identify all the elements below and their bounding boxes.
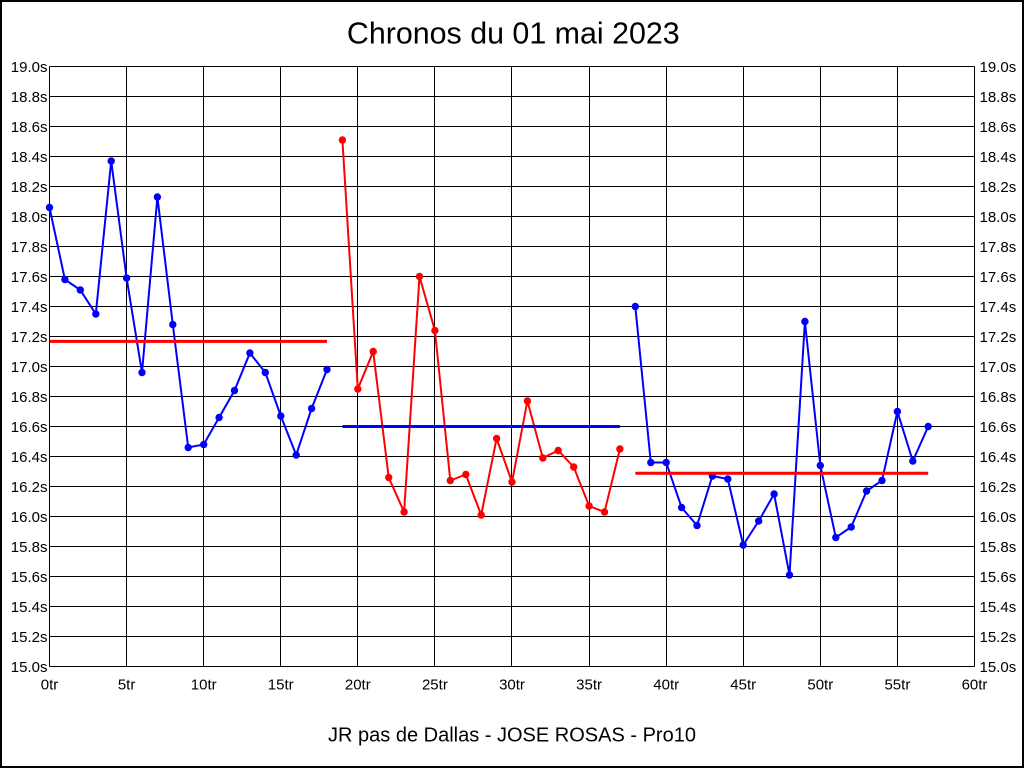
svg-text:17.8s: 17.8s: [11, 239, 48, 256]
svg-text:18.0s: 18.0s: [980, 209, 1017, 226]
svg-text:0tr: 0tr: [41, 677, 59, 694]
svg-text:20tr: 20tr: [345, 677, 371, 694]
svg-text:15.4s: 15.4s: [11, 599, 48, 616]
svg-text:10tr: 10tr: [191, 677, 217, 694]
svg-text:16.4s: 16.4s: [980, 449, 1017, 466]
svg-text:35tr: 35tr: [576, 677, 602, 694]
svg-text:16.2s: 16.2s: [980, 479, 1017, 496]
svg-text:25tr: 25tr: [422, 677, 448, 694]
svg-text:40tr: 40tr: [653, 677, 679, 694]
svg-text:16.8s: 16.8s: [11, 389, 48, 406]
svg-text:16.0s: 16.0s: [11, 509, 48, 526]
svg-text:15.0s: 15.0s: [11, 659, 48, 676]
svg-text:19.0s: 19.0s: [980, 59, 1017, 76]
svg-text:17.4s: 17.4s: [11, 299, 48, 316]
svg-text:15.8s: 15.8s: [11, 539, 48, 556]
svg-text:17.6s: 17.6s: [11, 269, 48, 286]
svg-text:16.4s: 16.4s: [11, 449, 48, 466]
svg-text:18.2s: 18.2s: [11, 179, 48, 196]
svg-text:17.0s: 17.0s: [980, 359, 1017, 376]
svg-text:15tr: 15tr: [268, 677, 294, 694]
svg-text:5tr: 5tr: [118, 677, 136, 694]
svg-text:15.4s: 15.4s: [980, 599, 1017, 616]
svg-text:18.0s: 18.0s: [11, 209, 48, 226]
svg-text:15.2s: 15.2s: [980, 629, 1017, 646]
svg-text:15.6s: 15.6s: [980, 569, 1017, 586]
svg-text:17.8s: 17.8s: [980, 239, 1017, 256]
svg-text:16.6s: 16.6s: [980, 419, 1017, 436]
svg-text:45tr: 45tr: [730, 677, 756, 694]
svg-text:17.2s: 17.2s: [980, 329, 1017, 346]
svg-text:18.6s: 18.6s: [11, 119, 48, 136]
svg-text:18.6s: 18.6s: [980, 119, 1017, 136]
svg-text:15.6s: 15.6s: [11, 569, 48, 586]
svg-text:55tr: 55tr: [884, 677, 910, 694]
svg-text:60tr: 60tr: [962, 677, 988, 694]
svg-text:18.4s: 18.4s: [11, 149, 48, 166]
svg-text:Chronos du 01 mai 2023: Chronos du 01 mai 2023: [347, 17, 680, 51]
svg-text:17.6s: 17.6s: [980, 269, 1017, 286]
svg-text:18.8s: 18.8s: [11, 89, 48, 106]
svg-text:17.2s: 17.2s: [11, 329, 48, 346]
svg-text:15.8s: 15.8s: [980, 539, 1017, 556]
svg-text:17.4s: 17.4s: [980, 299, 1017, 316]
svg-text:19.0s: 19.0s: [11, 59, 48, 76]
svg-text:16.2s: 16.2s: [11, 479, 48, 496]
svg-text:16.8s: 16.8s: [980, 389, 1017, 406]
svg-text:16.0s: 16.0s: [980, 509, 1017, 526]
svg-text:17.0s: 17.0s: [11, 359, 48, 376]
svg-text:50tr: 50tr: [807, 677, 833, 694]
svg-text:JR pas de Dallas - JOSE ROSAS: JR pas de Dallas - JOSE ROSAS - Pro10: [328, 725, 696, 747]
svg-text:15.0s: 15.0s: [980, 659, 1017, 676]
svg-text:30tr: 30tr: [499, 677, 525, 694]
svg-text:15.2s: 15.2s: [11, 629, 48, 646]
svg-text:16.6s: 16.6s: [11, 419, 48, 436]
svg-text:18.8s: 18.8s: [980, 89, 1017, 106]
svg-text:18.2s: 18.2s: [980, 179, 1017, 196]
svg-text:18.4s: 18.4s: [980, 149, 1017, 166]
